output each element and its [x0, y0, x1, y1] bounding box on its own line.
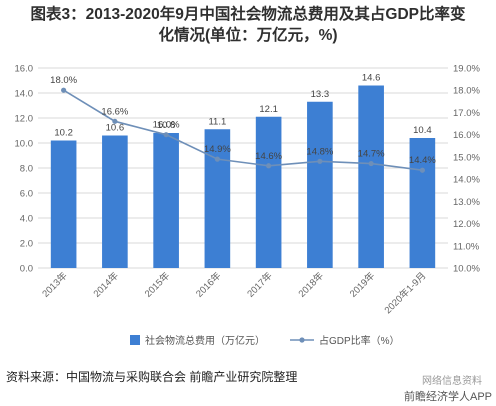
y-right-tick-label: 12.0% [453, 219, 480, 230]
y-left-tick-label: 10.0 [15, 139, 34, 150]
title-line-2: 化情况(单位：万亿元，%) [158, 27, 338, 44]
y-left-tick-label: 8.0 [20, 164, 33, 175]
bar-value-label: 10.6 [106, 123, 125, 134]
bar-value-label: 10.4 [413, 125, 432, 136]
x-tick-label: 2016年 [193, 269, 224, 300]
y-left-tick-label: 14.0 [15, 89, 34, 100]
x-tick-label: 2018年 [296, 269, 327, 300]
chart-title: 图表3：2013-2020年9月中国社会物流总费用及其占GDP比率变 化情况(单… [0, 4, 496, 46]
line-point [112, 118, 118, 124]
y-right-tick-label: 13.0% [453, 197, 480, 208]
line-value-label: 16.0% [153, 120, 180, 131]
line-point [368, 160, 374, 167]
line-point [419, 167, 425, 173]
y-left-tick-label: 2.0 [20, 239, 33, 250]
bar [102, 135, 128, 268]
y-left-tick-label: 16.0 [15, 64, 34, 75]
bar [307, 101, 333, 268]
y-left-tick-label: 0.0 [20, 264, 33, 275]
y-right-tick-label: 16.0% [453, 130, 480, 141]
y-left-tick-label: 4.0 [20, 214, 33, 225]
bar-value-label: 14.6 [362, 73, 381, 84]
line-point [61, 87, 67, 93]
line-value-label: 14.7% [358, 149, 385, 160]
bar [255, 116, 282, 268]
line-value-label: 14.4% [409, 155, 436, 166]
y-right-tick-label: 10.0% [453, 264, 480, 275]
line-point [163, 132, 169, 138]
bar-value-label: 11.1 [208, 116, 226, 127]
bar-value-label: 10.2 [54, 128, 73, 139]
line-point [266, 163, 272, 169]
x-tick-label: 2013年 [40, 269, 71, 300]
line-value-label: 14.9% [204, 144, 231, 155]
credit-text: 前瞻经济学人APP [403, 391, 492, 403]
line-value-label: 16.6% [101, 106, 128, 117]
source-note: 资料来源：中国物流与采购联合会 前瞻产业研究院整理 [6, 370, 298, 384]
bar [409, 138, 436, 268]
watermark-text: 网络信息资料 [422, 376, 482, 387]
line-point [317, 158, 323, 164]
y-right-tick-label: 18.0% [453, 86, 480, 97]
y-right-tick-label: 17.0% [453, 108, 480, 119]
legend-line-marker [299, 337, 305, 343]
ratio-line [63, 89, 423, 172]
x-tick-label: 2014年 [91, 269, 122, 300]
x-tick-label: 2015年 [142, 269, 173, 300]
bar-value-label: 10.8 [157, 120, 176, 131]
y-left-tick-label: 12.0 [15, 114, 34, 125]
y-left-tick-label: 6.0 [20, 189, 33, 200]
line-value-label: 18.0% [50, 75, 77, 86]
legend-bar-swatch [130, 335, 140, 345]
bar-value-label: 13.3 [311, 89, 330, 100]
y-right-tick-label: 11.0% [453, 241, 480, 252]
title-line-1: 图表3：2013-2020年9月中国社会物流总费用及其占GDP比率变 [30, 6, 466, 23]
bar [358, 85, 384, 268]
line-value-label: 14.6% [255, 151, 282, 162]
y-right-tick-label: 19.0% [453, 64, 480, 75]
bar [204, 129, 231, 268]
bar [50, 140, 77, 268]
legend-bar-label: 社会物流总费用（万亿元） [145, 334, 265, 347]
y-right-tick-label: 14.0% [453, 175, 480, 186]
line-value-label: 14.8% [306, 146, 333, 157]
y-right-tick-label: 15.0% [453, 152, 480, 163]
legend-line-label: 占GDP比率（%） [319, 334, 400, 347]
bar [153, 133, 179, 268]
bar-value-label: 12.1 [259, 104, 278, 115]
x-tick-label: 2017年 [245, 269, 276, 300]
line-point [214, 156, 220, 162]
x-tick-label: 2019年 [347, 269, 378, 300]
x-tick-label: 2020年1-9月 [382, 270, 429, 317]
